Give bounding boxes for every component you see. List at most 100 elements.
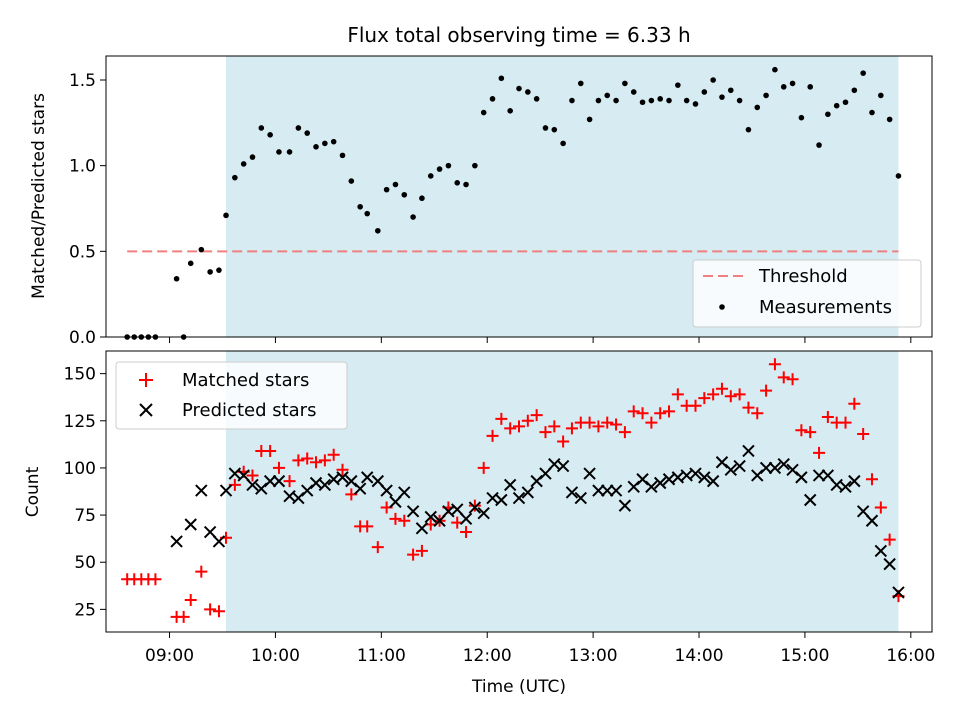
measurement-point [886, 116, 893, 123]
predicted-point [865, 514, 879, 527]
bottom-y-axis-label: Count [23, 466, 43, 517]
matched-point [592, 420, 605, 433]
measurement-point [842, 99, 849, 106]
measurement-point [692, 101, 699, 107]
measurement-point [833, 102, 840, 109]
matched-point [548, 420, 561, 433]
matched-point [786, 373, 799, 386]
matched-point [246, 469, 259, 482]
y-tick-label: 125 [64, 412, 96, 432]
predicted-point [892, 586, 905, 599]
matched-point [601, 416, 614, 429]
predicted-point [415, 522, 429, 535]
measurement-point [427, 173, 434, 179]
matched-point [361, 520, 374, 533]
top-y-axis-label: Matched/Predicted stars [29, 93, 49, 299]
measurement-point [187, 260, 194, 267]
y-tick-label: 0.0 [69, 328, 96, 348]
measurement-point [454, 179, 461, 186]
predicted-point [698, 471, 711, 484]
x-tick-label: 10:00 [251, 646, 300, 666]
matched-point [184, 593, 197, 606]
measurement-point [630, 89, 637, 95]
measurement-point [472, 162, 478, 169]
predicted-point [583, 467, 596, 480]
measurement-point [392, 181, 399, 188]
matched-point [636, 407, 649, 420]
matched-point [272, 461, 285, 474]
matched-point [689, 399, 702, 412]
matched-point [645, 416, 658, 429]
matched-point [477, 461, 490, 474]
predicted-point [521, 486, 535, 499]
predicted-point [592, 484, 605, 497]
bottom-legend-box [115, 361, 348, 430]
matched-point [318, 454, 331, 467]
predicted-point [512, 491, 526, 505]
matched-point [460, 526, 473, 539]
bottom-panel: 25 50 75 100 125 150 09:00 10:00 11:00 12:00 13:0… [23, 350, 935, 697]
x-tick-label: 13:00 [569, 646, 618, 666]
measurement-point [207, 269, 213, 275]
predicted-point [495, 493, 508, 507]
matched-point [742, 401, 755, 414]
predicted-point [601, 484, 614, 497]
matched-point [292, 454, 305, 467]
measurement-point [507, 108, 513, 114]
matched-point [513, 420, 525, 433]
measurement-point [895, 173, 902, 179]
measurement-point [851, 87, 858, 94]
measurement-point [604, 92, 611, 99]
predicted-point [477, 506, 490, 520]
measurement-point [825, 111, 831, 118]
predicted-point [424, 510, 437, 524]
predicted-point [336, 471, 349, 484]
measurement-point [364, 210, 371, 217]
predicted-point [839, 480, 852, 493]
x-tick-label: 15:00 [780, 646, 829, 666]
y-tick-label: 0.5 [69, 242, 96, 262]
y-tick-label: 100 [64, 459, 96, 479]
measurement-point [525, 89, 531, 95]
matched-point [204, 603, 217, 616]
measurement-point [223, 212, 229, 219]
measurement-point [675, 82, 681, 88]
y-tick-label: 75 [74, 506, 96, 526]
predicted-point [645, 480, 658, 493]
top-legend-box [692, 259, 922, 328]
predicted-point [565, 486, 579, 499]
matched-point [707, 388, 720, 401]
x-tick-label: 09:00 [145, 646, 194, 666]
matched-point [557, 435, 570, 448]
matched-point [468, 499, 481, 512]
matched-point [565, 422, 578, 435]
measurement-point [860, 70, 866, 76]
matched-point [751, 407, 764, 420]
chart-title: Flux total observing time = 6.33 h [347, 23, 690, 47]
top-legend: Threshold Measurements [692, 259, 922, 328]
matched-point [724, 390, 737, 403]
measurement-point [657, 96, 663, 102]
predicted-point [361, 471, 374, 484]
predicted-point [777, 457, 790, 471]
measurement-point [816, 142, 822, 148]
legend-matched-label: Matched stars [182, 370, 309, 391]
matched-point [336, 463, 349, 476]
matched-point [583, 416, 596, 429]
predicted-point [219, 484, 233, 497]
measurement-point [736, 97, 743, 104]
predicted-point [468, 501, 482, 514]
measurement-point [480, 109, 487, 116]
matched-point [539, 426, 552, 439]
measurement-point [551, 126, 558, 133]
matched-point [821, 411, 834, 424]
predicted-point [246, 478, 259, 492]
matched-point [530, 409, 543, 422]
bottom-panel-frame [105, 350, 933, 633]
measurement-point [789, 80, 796, 87]
matched-point [327, 448, 340, 461]
measurement-point [330, 138, 337, 145]
matched-point [371, 541, 384, 554]
measurement-point [304, 130, 311, 136]
measurement-point [710, 77, 716, 83]
